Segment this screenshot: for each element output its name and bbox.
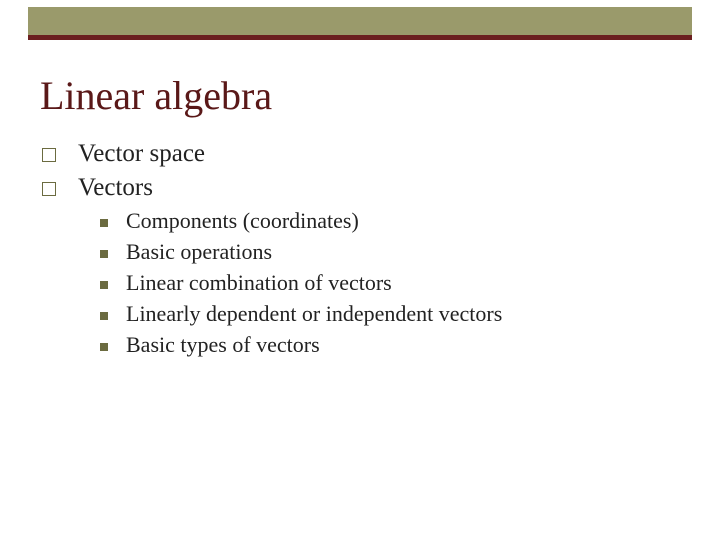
list-item: Components (coordinates) (100, 208, 680, 234)
slide: Linear algebra Vector space Vectors Comp… (0, 0, 720, 540)
list-item-label: Basic types of vectors (126, 332, 320, 358)
slide-content: Vector space Vectors Components (coordin… (40, 140, 680, 363)
filled-square-icon (100, 343, 108, 351)
filled-square-icon (100, 281, 108, 289)
filled-square-icon (100, 250, 108, 258)
header-underline (28, 35, 692, 40)
list-item-label: Linear combination of vectors (126, 270, 392, 296)
list-item-label: Vectors (78, 174, 153, 202)
list-item: Vectors (40, 174, 680, 202)
list-item: Basic types of vectors (100, 332, 680, 358)
list-item-label: Linearly dependent or independent vector… (126, 301, 502, 327)
filled-square-icon (100, 312, 108, 320)
list-item-label: Components (coordinates) (126, 208, 359, 234)
list-item: Basic operations (100, 239, 680, 265)
list-item-label: Vector space (78, 140, 205, 168)
list-item-label: Basic operations (126, 239, 272, 265)
hollow-square-icon (42, 182, 56, 196)
hollow-square-icon (42, 148, 56, 162)
list-item: Vector space (40, 140, 680, 168)
filled-square-icon (100, 219, 108, 227)
header-band (28, 7, 692, 35)
slide-title: Linear algebra (40, 72, 272, 119)
list-item: Linear combination of vectors (100, 270, 680, 296)
list-item: Linearly dependent or independent vector… (100, 301, 680, 327)
